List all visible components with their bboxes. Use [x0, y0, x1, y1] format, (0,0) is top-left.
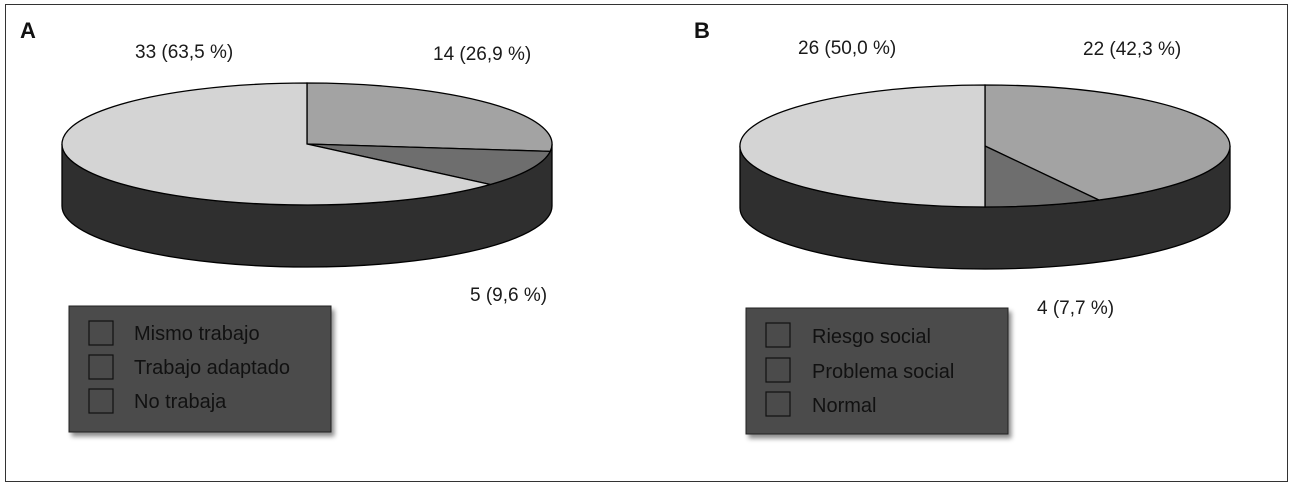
- legend-swatch-b-problema-social: [765, 357, 791, 383]
- data-label-a-no-trabaja: 33 (63,5 %): [135, 42, 233, 63]
- panel-label-b: B: [694, 18, 710, 43]
- data-label-b-normal: 26 (50,0 %): [798, 38, 896, 59]
- data-label-a-mismo-trabajo: 14 (26,9 %): [433, 44, 531, 65]
- pie-slice-a-mismo-trabajo: [306, 82, 553, 153]
- legend-item-a-mismo-trabajo: Mismo trabajo: [134, 323, 260, 345]
- legend-item-b-problema-social: Problema social: [812, 361, 954, 383]
- legend-swatch-b-riesgo-social: [765, 322, 791, 348]
- data-label-a-trabajo-adaptado: 5 (9,6 %): [470, 285, 547, 306]
- legend-item-a-no-trabaja: No trabaja: [134, 391, 227, 413]
- legend-a: Mismo trabajo Trabajo adaptado No trabaj…: [68, 305, 332, 433]
- data-label-b-problema-social: 4 (7,7 %): [1037, 298, 1114, 319]
- pie-slice-b-normal: [739, 84, 986, 208]
- pie-chart-b: [739, 84, 1231, 270]
- legend-swatch-a-no-trabaja: [88, 388, 114, 414]
- panel-label-a: A: [20, 18, 36, 43]
- legend-item-b-normal: Normal: [812, 395, 876, 417]
- pie-chart-a: [61, 82, 553, 268]
- pie-slice-b-riesgo-social: [984, 84, 1231, 201]
- legend-swatch-b-normal: [765, 391, 791, 417]
- pie-slice-a-trabajo-adaptado: [306, 143, 552, 186]
- panel-b: B 26 (50,0 %) 22 (42,3 %) 4 (7,7 %) Ries…: [694, 18, 1231, 435]
- pie-slice-b-problema-social: [984, 144, 1102, 208]
- legend-swatch-a-trabajo-adaptado: [88, 354, 114, 380]
- legend-b: Riesgo social Problema social Normal: [745, 307, 1009, 435]
- legend-item-b-riesgo-social: Riesgo social: [812, 326, 931, 348]
- pie-slice-a-no-trabaja: [61, 82, 491, 206]
- data-label-b-riesgo-social: 22 (42,3 %): [1083, 39, 1181, 60]
- panel-a: A 33 (63,5 %) 14 (26,9 %) 5 (9,6 %) Mism…: [20, 18, 553, 433]
- legend-swatch-a-mismo-trabajo: [88, 320, 114, 346]
- legend-item-a-trabajo-adaptado: Trabajo adaptado: [134, 357, 290, 379]
